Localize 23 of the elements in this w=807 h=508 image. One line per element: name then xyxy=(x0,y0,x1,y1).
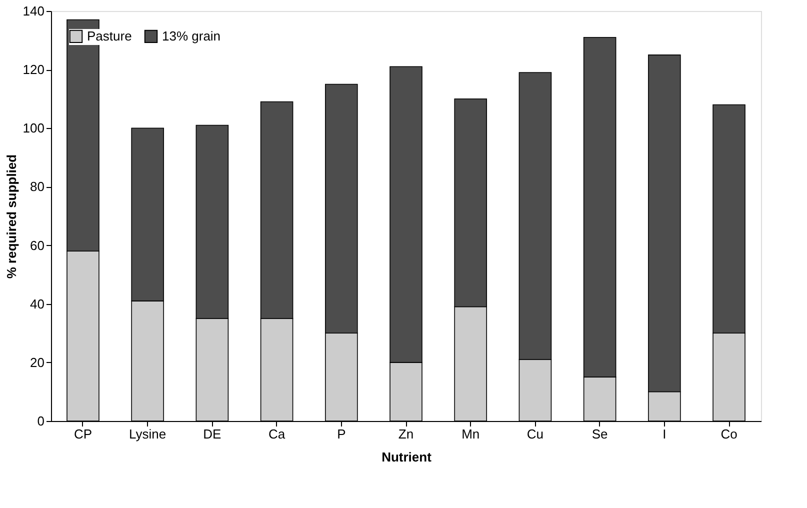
x-tick-label: Cu xyxy=(526,426,544,442)
legend-label: 13% grain xyxy=(162,28,221,44)
x-tick-label: Co xyxy=(720,426,738,442)
x-tick-label: Se xyxy=(592,426,608,442)
y-tick-label: 20 xyxy=(30,354,44,370)
y-tick-label: 100 xyxy=(22,120,44,136)
y-tick-label: 80 xyxy=(30,179,44,194)
x-tick-label: DE xyxy=(203,426,222,442)
y-tick-label: 40 xyxy=(30,296,44,312)
y-tick-label: 0 xyxy=(37,414,44,428)
x-tick-label: Ca xyxy=(268,426,286,442)
x-tick-label: Lysine xyxy=(129,426,166,442)
y-tick-label: 60 xyxy=(30,238,44,253)
x-tick-label: I xyxy=(662,426,666,442)
x-axis-title: Nutrient xyxy=(382,450,432,464)
x-tick-label: P xyxy=(337,426,346,442)
legend-label: Pasture xyxy=(87,28,132,44)
x-tick-label: Zn xyxy=(398,426,414,442)
x-tick-label: Mn xyxy=(462,426,480,442)
y-axis-title: % required supplied xyxy=(4,154,19,279)
y-tick-label: 140 xyxy=(22,4,44,18)
y-tick-label: 120 xyxy=(22,62,44,78)
x-tick-label: CP xyxy=(74,426,92,442)
